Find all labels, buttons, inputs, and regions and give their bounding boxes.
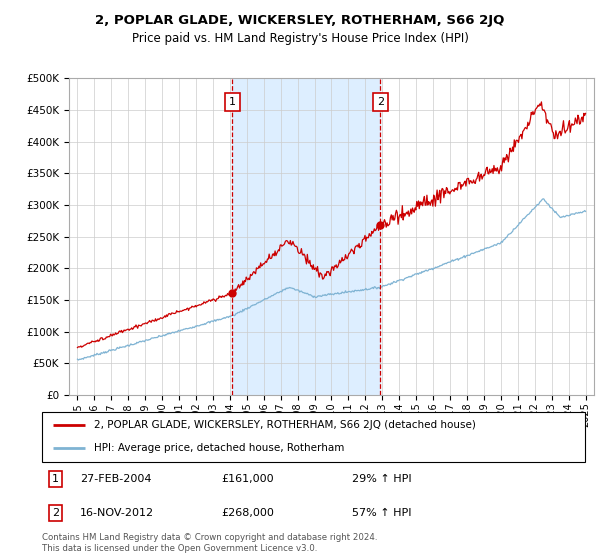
Text: 2, POPLAR GLADE, WICKERSLEY, ROTHERHAM, S66 2JQ (detached house): 2, POPLAR GLADE, WICKERSLEY, ROTHERHAM, … [94, 420, 475, 430]
Text: Price paid vs. HM Land Registry's House Price Index (HPI): Price paid vs. HM Land Registry's House … [131, 32, 469, 45]
Text: 27-FEB-2004: 27-FEB-2004 [80, 474, 152, 484]
Text: 2, POPLAR GLADE, WICKERSLEY, ROTHERHAM, S66 2JQ: 2, POPLAR GLADE, WICKERSLEY, ROTHERHAM, … [95, 14, 505, 27]
Text: 1: 1 [229, 97, 236, 107]
Text: HPI: Average price, detached house, Rotherham: HPI: Average price, detached house, Roth… [94, 444, 344, 454]
Text: Contains HM Land Registry data © Crown copyright and database right 2024.
This d: Contains HM Land Registry data © Crown c… [42, 533, 377, 553]
Text: £161,000: £161,000 [221, 474, 274, 484]
Text: 2: 2 [52, 508, 59, 518]
Text: 2: 2 [377, 97, 384, 107]
Bar [232, 78, 380, 395]
Text: 57% ↑ HPI: 57% ↑ HPI [352, 508, 411, 518]
Text: 1: 1 [52, 474, 59, 484]
FancyBboxPatch shape [42, 412, 585, 462]
Text: £268,000: £268,000 [221, 508, 274, 518]
Text: 16-NOV-2012: 16-NOV-2012 [80, 508, 154, 518]
Text: 29% ↑ HPI: 29% ↑ HPI [352, 474, 411, 484]
